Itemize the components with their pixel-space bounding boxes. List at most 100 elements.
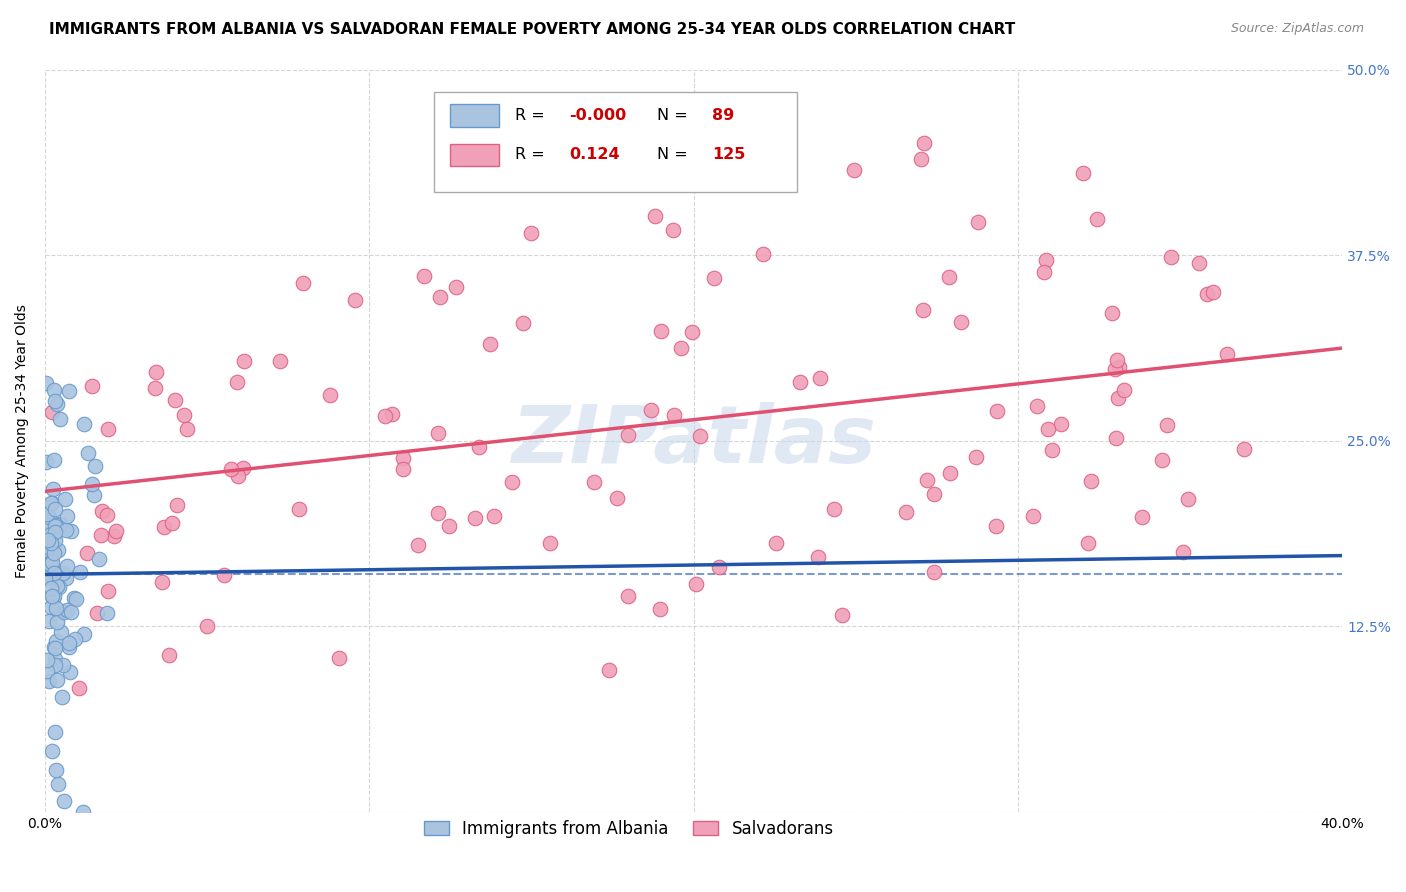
Point: [842, 162, 865, 177]
Point: [1152, 453, 1174, 467]
Point: [42, 482, 65, 496]
Point: [226, 375, 249, 389]
Point: [1085, 212, 1108, 227]
Point: [1105, 352, 1128, 367]
Point: [37, 542, 59, 557]
Point: [328, 651, 350, 665]
Text: R =: R =: [515, 147, 550, 162]
Point: [41, 555, 63, 569]
Point: [42, 383, 65, 397]
Point: [949, 315, 972, 329]
Point: [41, 591, 63, 605]
Point: [464, 510, 486, 524]
Point: [45, 634, 67, 648]
Point: [80, 379, 103, 393]
Point: [1033, 265, 1056, 279]
Point: [1050, 417, 1073, 431]
Point: [1188, 256, 1211, 270]
Point: [1130, 510, 1153, 524]
Point: [91, 504, 114, 518]
Point: [84, 458, 107, 473]
Text: R =: R =: [515, 108, 550, 123]
Point: [986, 404, 1008, 418]
Text: Source: ZipAtlas.com: Source: ZipAtlas.com: [1230, 22, 1364, 36]
Point: [42, 566, 65, 581]
Point: [46, 543, 69, 558]
Point: [291, 276, 314, 290]
Point: [894, 505, 917, 519]
Point: [97, 583, 120, 598]
Point: [391, 451, 413, 466]
Point: [501, 475, 523, 490]
Text: ZIPatlas: ZIPatlas: [512, 401, 876, 480]
Point: [195, 619, 218, 633]
Point: [58, 640, 80, 654]
Point: [42, 546, 65, 560]
Point: [46, 673, 69, 687]
Point: [644, 209, 666, 223]
Point: [157, 648, 180, 662]
Point: [51, 624, 73, 639]
Point: [406, 538, 429, 552]
Point: [48, 580, 70, 594]
Point: [1036, 422, 1059, 436]
Point: [65, 592, 87, 607]
Point: [1107, 391, 1129, 405]
Point: [681, 325, 703, 339]
Point: [173, 409, 195, 423]
Point: [1114, 383, 1136, 397]
Point: [44, 394, 66, 409]
Point: [45, 517, 67, 532]
Text: IMMIGRANTS FROM ALBANIA VS SALVADORAN FEMALE POVERTY AMONG 25-34 YEAR OLDS CORRE: IMMIGRANTS FROM ALBANIA VS SALVADORAN FE…: [49, 22, 1015, 37]
Point: [1105, 431, 1128, 445]
Point: [540, 535, 562, 549]
Point: [34, 520, 56, 534]
Point: [52, 566, 75, 581]
Point: [823, 501, 845, 516]
Point: [41, 744, 63, 758]
Point: [479, 337, 502, 351]
Point: [1080, 474, 1102, 488]
Point: [46, 615, 69, 629]
Point: [810, 371, 832, 385]
Point: [163, 393, 186, 408]
Point: [429, 290, 451, 304]
Point: [44, 533, 66, 547]
Point: [37, 653, 59, 667]
Point: [344, 293, 367, 307]
Point: [648, 602, 671, 616]
Point: [467, 440, 489, 454]
Point: [35, 376, 58, 391]
Point: [44, 519, 66, 533]
Point: [938, 270, 960, 285]
Point: [488, 136, 510, 151]
Point: [427, 506, 450, 520]
FancyBboxPatch shape: [434, 92, 797, 192]
Point: [96, 508, 118, 523]
Point: [221, 461, 243, 475]
Point: [671, 341, 693, 355]
Point: [967, 214, 990, 228]
Point: [319, 388, 342, 402]
Point: [1071, 166, 1094, 180]
Point: [911, 303, 934, 318]
Point: [44, 502, 66, 516]
Point: [703, 270, 725, 285]
Point: [42, 590, 65, 604]
Point: [1171, 545, 1194, 559]
Point: [38, 527, 60, 541]
Point: [446, 280, 468, 294]
Point: [76, 546, 98, 560]
Point: [37, 540, 59, 554]
Point: [44, 641, 66, 656]
Point: [650, 324, 672, 338]
Point: [1156, 418, 1178, 433]
Point: [39, 557, 62, 571]
Point: [38, 614, 60, 628]
Point: [69, 565, 91, 579]
Point: [1216, 346, 1239, 360]
Point: [52, 605, 75, 619]
Point: [922, 566, 945, 580]
Point: [56, 603, 79, 617]
Point: [765, 536, 787, 550]
